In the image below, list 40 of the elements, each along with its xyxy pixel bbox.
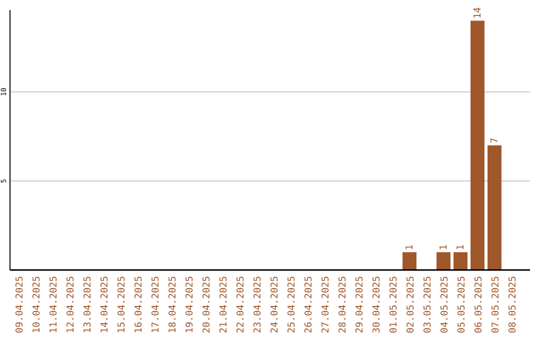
x-tick-label: 14.04.2025 [100, 276, 110, 334]
x-tick-label: 12.04.2025 [66, 276, 76, 334]
x-tick-label: 23.04.2025 [252, 276, 264, 334]
x-tick-label: 28.04.2025 [338, 276, 348, 334]
data-label: 1 [438, 244, 450, 250]
x-tick-label: 22.04.2025 [236, 276, 246, 334]
bar [436, 252, 450, 270]
x-tick-label: 30.04.2025 [372, 276, 382, 334]
x-tick-label: 18.04.2025 [168, 276, 178, 334]
x-tick-label: 24.04.2025 [270, 276, 280, 334]
x-tick-label: 07.05.2025 [490, 276, 502, 334]
bar [454, 252, 468, 270]
data-label: 7 [490, 138, 500, 144]
x-tick-label: 05.05.2025 [456, 276, 468, 334]
x-tick-label: 19.04.2025 [184, 276, 196, 334]
x-tick-label: 27.04.2025 [320, 276, 332, 334]
bar [402, 252, 416, 270]
x-tick-label: 06.05.2025 [474, 276, 484, 334]
x-tick-label: 11.04.2025 [48, 276, 60, 334]
data-label: 1 [456, 244, 466, 250]
x-tick-label: 13.04.2025 [82, 276, 94, 334]
x-tick-label: 15.04.2025 [116, 276, 128, 334]
x-tick-label: 01.05.2025 [388, 276, 400, 334]
x-tick-label: 29.04.2025 [354, 276, 366, 334]
x-tick-label: 20.04.2025 [202, 276, 212, 334]
bar [470, 20, 484, 270]
x-tick-label: 16.04.2025 [134, 276, 144, 334]
x-tick-label: 17.04.2025 [150, 276, 162, 334]
x-tick-label: 09.04.2025 [14, 276, 26, 334]
x-tick-label: 02.05.2025 [406, 276, 416, 334]
data-label: 14 [472, 6, 484, 19]
x-tick-label: 08.05.2025 [508, 276, 518, 334]
x-tick-label: 10.04.2025 [32, 276, 42, 334]
bar [488, 145, 502, 270]
x-tick-label: 21.04.2025 [218, 276, 230, 334]
x-tick-label: 26.04.2025 [304, 276, 314, 334]
data-label: 1 [404, 244, 416, 250]
x-tick-label: 03.05.2025 [422, 276, 434, 334]
x-tick-label: 04.05.2025 [440, 276, 450, 334]
x-tick-label: 25.04.2025 [286, 276, 298, 334]
